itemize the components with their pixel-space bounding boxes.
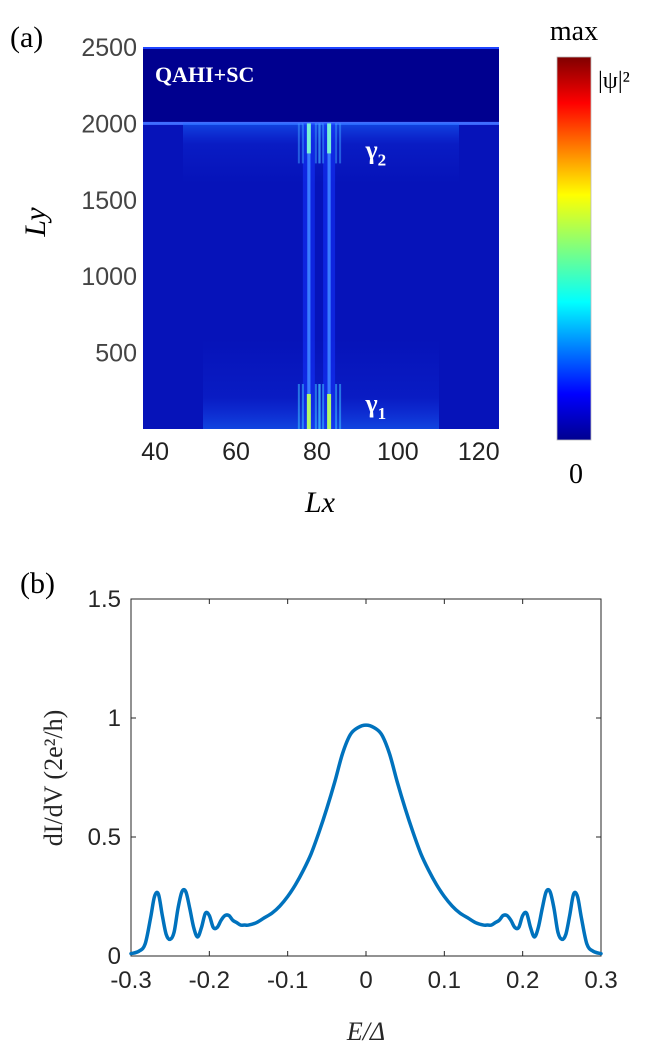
side-streak-top	[297, 123, 300, 164]
heatmap-x-tick-label: 120	[458, 438, 500, 466]
mode-label-gamma1: γ1	[365, 389, 387, 423]
side-streak-bottom	[335, 384, 338, 429]
stripe-end-top	[306, 123, 311, 154]
heatmap-y-tick-label: 2000	[81, 110, 137, 138]
side-streak-bottom	[322, 384, 325, 429]
x-tick-label: -0.1	[267, 967, 308, 994]
x-tick-label: 0.1	[428, 967, 461, 994]
colorbar-max-label: max	[550, 16, 598, 47]
x-tick-label: 0	[359, 967, 372, 994]
side-streak-top	[318, 123, 321, 164]
heatmap-y-label: Ly	[19, 207, 52, 238]
y-tick-label: 0.5	[88, 824, 121, 851]
side-streak-top	[301, 123, 304, 164]
heatmap-y-ticks: 500 1000 1500 2000 2500	[81, 34, 137, 368]
side-streak-top	[314, 123, 317, 164]
side-streak-bottom	[339, 384, 342, 429]
x-tick-label: 0.3	[584, 967, 617, 994]
top-edge-line	[143, 47, 499, 49]
heatmap-y-tick-label: 1000	[81, 263, 137, 291]
y-tick-label: 1.5	[88, 586, 121, 613]
heatmap-x-tick-label: 80	[303, 438, 331, 466]
x-tick-label: 0.2	[506, 967, 539, 994]
stripe-core	[327, 123, 331, 430]
heatmap-x-ticks: 40 60 80 100 120	[141, 438, 499, 466]
x-tick-label: -0.2	[189, 967, 230, 994]
x-tick-label: -0.3	[110, 967, 151, 994]
heatmap-x-tick-label: 100	[377, 438, 419, 466]
colorbar-quantity-label: |ψ|²	[598, 68, 630, 94]
y-tick-label: 0	[108, 943, 121, 970]
stripe-core	[307, 123, 311, 430]
side-streak-bottom	[297, 384, 300, 429]
heatmap-x-label: Lx	[304, 486, 336, 519]
colorbar-gradient	[556, 56, 592, 441]
sc-top-glow	[183, 123, 459, 184]
bottom-glow	[203, 339, 439, 429]
heatmap-y-tick-label: 2500	[81, 34, 137, 62]
line-plot-y-label: dI/dV (2e²/h)	[39, 710, 68, 847]
side-streak-top	[322, 123, 325, 164]
heatmap-annotation: QAHI+SC	[155, 62, 254, 87]
panel-a-label: (a)	[10, 21, 43, 54]
line-plot-ticks: -0.3 -0.2 -0.1 0 0.1 0.2 0.3 0 0.5 1 1.5	[88, 586, 618, 994]
heatmap-y-tick-label: 1500	[81, 187, 137, 215]
side-streak-bottom	[301, 384, 304, 429]
heatmap-x-tick-label: 60	[222, 438, 250, 466]
heatmap-features	[143, 47, 499, 430]
y-tick-label: 1	[108, 705, 121, 732]
panel-b-label: (b)	[20, 567, 55, 600]
series-line	[129, 723, 603, 956]
colorbar-min-label: 0	[569, 459, 583, 490]
heatmap-y-tick-label: 500	[95, 340, 137, 368]
heatmap-x-tick-label: 40	[141, 438, 169, 466]
stripe-end-bottom	[327, 394, 332, 429]
line-plot-x-label: E/Δ	[346, 1017, 385, 1046]
stripe-end-top	[327, 123, 332, 154]
side-streak-bottom	[318, 384, 321, 429]
colorbar: max 0 |ψ|²	[550, 16, 630, 490]
side-streak-top	[339, 123, 342, 164]
panel-b: (b) -0.3 -0.2 -0.1 0 0.1 0.2 0.3 0 0.5 1 1.5 E/Δ d…	[20, 567, 618, 1046]
mode-label-gamma2: γ2	[365, 136, 387, 170]
side-streak-top	[335, 123, 338, 164]
plot-area	[130, 598, 602, 957]
side-streak-bottom	[314, 384, 317, 429]
stripe-end-bottom	[306, 394, 311, 429]
